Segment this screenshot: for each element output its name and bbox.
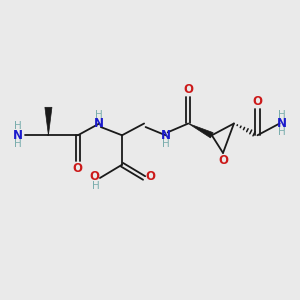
Text: O: O	[183, 83, 193, 96]
Text: H: H	[278, 127, 286, 137]
Text: N: N	[13, 129, 22, 142]
Text: O: O	[218, 154, 228, 167]
Text: O: O	[253, 95, 262, 108]
Text: O: O	[73, 162, 83, 175]
Text: H: H	[95, 110, 103, 120]
Text: H: H	[92, 181, 99, 191]
Text: H: H	[14, 122, 21, 131]
Text: O: O	[89, 170, 99, 183]
Text: N: N	[160, 129, 171, 142]
Polygon shape	[188, 124, 213, 138]
Polygon shape	[45, 107, 52, 135]
Text: N: N	[277, 117, 287, 130]
Text: O: O	[145, 170, 155, 183]
Text: H: H	[278, 110, 286, 120]
Text: N: N	[94, 117, 104, 130]
Text: H: H	[14, 139, 21, 149]
Text: H: H	[162, 139, 170, 148]
